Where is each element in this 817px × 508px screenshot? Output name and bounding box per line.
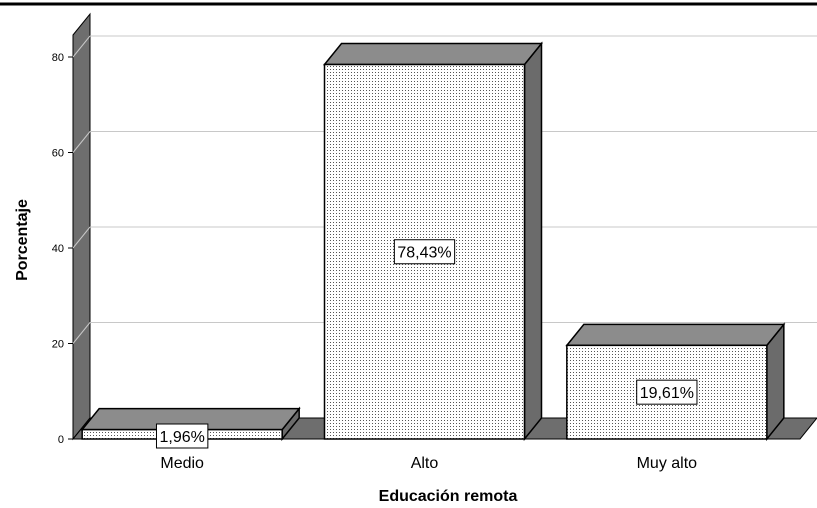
y-axis-title: Porcentaje xyxy=(14,199,31,281)
data-label: 19,61% xyxy=(636,379,698,405)
x-tick-label: Alto xyxy=(411,455,439,472)
x-tick-label: Muy alto xyxy=(637,455,698,472)
data-label-text: 1,96% xyxy=(159,429,204,446)
bar-top-face xyxy=(565,323,786,347)
data-label-text: 19,61% xyxy=(640,385,694,402)
y-tick-label: 0 xyxy=(58,434,64,446)
y-tick-label: 20 xyxy=(52,339,64,351)
gridline-side xyxy=(72,322,91,344)
y-tick-label: 80 xyxy=(52,52,64,64)
x-axis-title: Educación remota xyxy=(379,488,518,505)
bar-medio: 1,96% xyxy=(80,406,301,449)
bar-top-face xyxy=(322,42,544,66)
data-label-text: 78,43% xyxy=(397,245,451,262)
gridline-side xyxy=(72,35,91,58)
x-tick-label: Medio xyxy=(160,455,204,472)
bar-side-face xyxy=(523,41,543,442)
data-label-box xyxy=(393,239,456,265)
gridline-side xyxy=(72,131,91,153)
bar-alto: 78,43% xyxy=(322,41,544,442)
bar-muy-alto: 19,61% xyxy=(565,322,786,442)
left-wall-panel xyxy=(72,12,91,441)
gridline-side xyxy=(72,226,91,249)
y-tick-label: 60 xyxy=(52,148,64,160)
data-label: 78,43% xyxy=(393,239,456,265)
data-label-box xyxy=(155,423,209,449)
data-label: 1,96% xyxy=(155,423,209,449)
data-label-box xyxy=(636,379,698,405)
y-tick-label: 40 xyxy=(52,243,64,255)
